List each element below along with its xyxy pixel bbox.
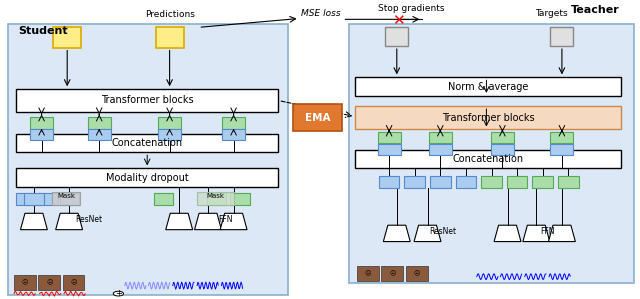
Text: FFN: FFN <box>540 227 554 236</box>
FancyBboxPatch shape <box>16 89 278 112</box>
Text: Teacher: Teacher <box>571 5 620 16</box>
Polygon shape <box>20 213 47 230</box>
Text: MSE loss: MSE loss <box>301 9 341 18</box>
Text: 😐: 😐 <box>22 280 28 285</box>
FancyBboxPatch shape <box>158 129 181 141</box>
FancyBboxPatch shape <box>385 27 408 46</box>
FancyBboxPatch shape <box>357 266 379 281</box>
FancyBboxPatch shape <box>222 129 245 141</box>
FancyBboxPatch shape <box>558 176 579 188</box>
Polygon shape <box>548 225 575 242</box>
FancyBboxPatch shape <box>355 150 621 168</box>
FancyBboxPatch shape <box>507 176 527 188</box>
FancyBboxPatch shape <box>53 28 81 48</box>
FancyBboxPatch shape <box>381 266 403 281</box>
FancyBboxPatch shape <box>456 176 476 188</box>
FancyBboxPatch shape <box>88 117 111 129</box>
FancyBboxPatch shape <box>406 266 428 281</box>
FancyBboxPatch shape <box>429 144 452 155</box>
Text: Modality dropout: Modality dropout <box>106 173 189 183</box>
FancyBboxPatch shape <box>230 193 250 205</box>
FancyBboxPatch shape <box>550 132 573 144</box>
FancyBboxPatch shape <box>429 132 452 144</box>
Text: 😐: 😐 <box>413 271 420 276</box>
Polygon shape <box>220 213 247 230</box>
FancyBboxPatch shape <box>404 176 425 188</box>
FancyBboxPatch shape <box>550 27 573 46</box>
FancyBboxPatch shape <box>349 24 634 283</box>
FancyBboxPatch shape <box>532 176 553 188</box>
FancyBboxPatch shape <box>60 193 79 205</box>
FancyBboxPatch shape <box>550 144 573 155</box>
Text: Transformer blocks: Transformer blocks <box>101 95 193 106</box>
Text: Concatenation: Concatenation <box>452 154 524 164</box>
FancyBboxPatch shape <box>63 274 84 290</box>
Text: Concatenation: Concatenation <box>111 138 183 148</box>
FancyBboxPatch shape <box>38 193 58 205</box>
FancyBboxPatch shape <box>293 104 342 131</box>
FancyBboxPatch shape <box>491 132 514 144</box>
Polygon shape <box>494 225 521 242</box>
FancyBboxPatch shape <box>154 193 173 205</box>
FancyBboxPatch shape <box>481 176 502 188</box>
Polygon shape <box>383 225 410 242</box>
Text: +: + <box>115 289 122 298</box>
FancyBboxPatch shape <box>207 193 226 205</box>
Text: 😐: 😐 <box>389 271 396 276</box>
FancyBboxPatch shape <box>30 117 53 129</box>
Text: Mask: Mask <box>207 193 225 199</box>
Text: Predictions: Predictions <box>145 10 195 19</box>
FancyBboxPatch shape <box>355 106 621 129</box>
Text: ✕: ✕ <box>392 13 404 28</box>
FancyBboxPatch shape <box>52 192 80 205</box>
Text: ResNet: ResNet <box>429 227 456 236</box>
Text: Student: Student <box>18 26 68 36</box>
Text: 😐: 😐 <box>365 271 371 276</box>
Text: FFN: FFN <box>218 215 232 224</box>
Polygon shape <box>195 213 221 230</box>
Polygon shape <box>414 225 441 242</box>
FancyBboxPatch shape <box>16 134 278 152</box>
Text: Mask: Mask <box>58 193 76 199</box>
FancyBboxPatch shape <box>355 77 621 96</box>
Text: Stop gradients: Stop gradients <box>378 4 445 13</box>
FancyBboxPatch shape <box>30 129 53 141</box>
FancyBboxPatch shape <box>222 117 245 129</box>
Text: Transformer blocks: Transformer blocks <box>442 113 534 123</box>
FancyBboxPatch shape <box>24 193 44 205</box>
Circle shape <box>113 291 124 296</box>
Text: Targets: Targets <box>536 9 568 18</box>
FancyBboxPatch shape <box>38 274 60 290</box>
FancyBboxPatch shape <box>156 28 184 48</box>
Text: 😐: 😐 <box>46 280 52 285</box>
FancyBboxPatch shape <box>491 144 514 155</box>
FancyBboxPatch shape <box>430 176 451 188</box>
Polygon shape <box>166 213 193 230</box>
Text: EMA: EMA <box>305 112 330 123</box>
Text: Norm & average: Norm & average <box>448 82 528 91</box>
FancyBboxPatch shape <box>378 144 401 155</box>
FancyBboxPatch shape <box>14 274 36 290</box>
FancyBboxPatch shape <box>197 192 234 205</box>
Polygon shape <box>523 225 550 242</box>
FancyBboxPatch shape <box>378 132 401 144</box>
FancyBboxPatch shape <box>379 176 399 188</box>
FancyBboxPatch shape <box>8 24 288 295</box>
FancyBboxPatch shape <box>158 117 181 129</box>
Polygon shape <box>56 213 83 230</box>
FancyBboxPatch shape <box>88 129 111 141</box>
Text: 😐: 😐 <box>70 280 77 285</box>
FancyBboxPatch shape <box>16 193 35 205</box>
Text: ResNet: ResNet <box>75 215 102 224</box>
FancyBboxPatch shape <box>16 168 278 187</box>
